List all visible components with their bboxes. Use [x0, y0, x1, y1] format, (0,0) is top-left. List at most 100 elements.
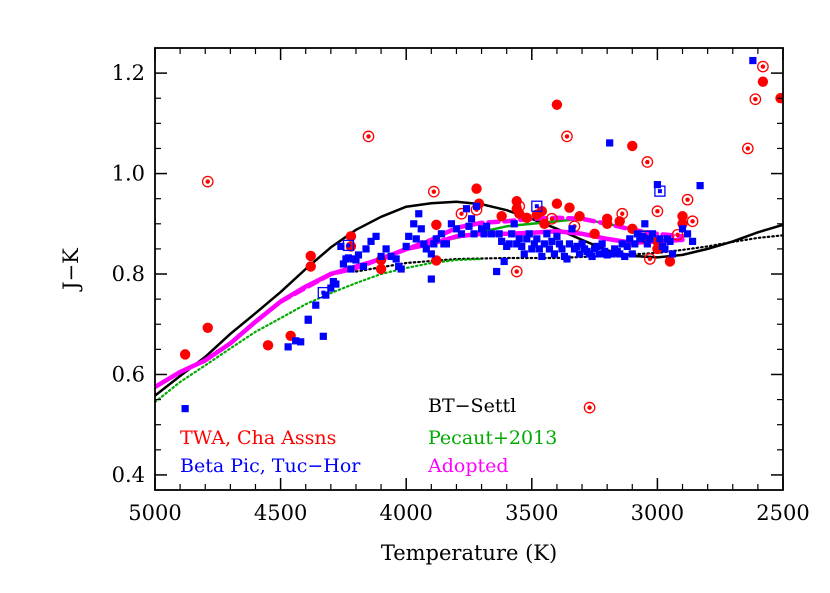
point-1-17-ring — [686, 215, 699, 228]
point-1-6 — [513, 200, 526, 213]
point-2-36 — [420, 240, 428, 248]
point-3-3-core — [642, 234, 647, 239]
point-2-125 — [666, 237, 674, 245]
point-2-49 — [465, 222, 473, 230]
series-line-0 — [155, 200, 783, 397]
point-1-16-ring — [681, 193, 694, 206]
point-2-120 — [653, 181, 661, 189]
point-2-65 — [513, 240, 521, 248]
point-2-99 — [598, 240, 606, 248]
x-tick-label-4: 3000 — [631, 501, 684, 525]
point-2-67 — [518, 242, 526, 250]
point-2-13 — [339, 260, 347, 268]
x-tick-label-3: 3500 — [505, 501, 558, 525]
point-2-24 — [377, 252, 385, 261]
point-1-1-dot — [366, 134, 371, 139]
point-2-1 — [284, 343, 292, 351]
point-2-0 — [181, 405, 189, 413]
point-2-41 — [432, 235, 440, 243]
point-3-0 — [317, 286, 329, 299]
point-2-55 — [482, 222, 491, 230]
point-1-14-dot — [655, 209, 660, 214]
point-0-11 — [431, 255, 442, 266]
point-3-4-box — [654, 185, 666, 197]
tick-labels-layer: 5000 4500 4000 3500 3000 2500 0.4 0.6 0.8 1.0 1.2 — [112, 61, 810, 525]
point-2-80 — [550, 250, 559, 258]
point-2-52 — [472, 202, 481, 210]
point-0-4 — [305, 250, 316, 262]
y-axis-title: J−K — [59, 248, 83, 292]
point-1-19-ring — [749, 93, 762, 106]
point-2-44 — [442, 240, 450, 248]
point-2-9 — [327, 284, 335, 292]
point-0-10 — [431, 219, 442, 230]
point-2-30 — [402, 242, 410, 250]
point-3-2-box — [531, 200, 543, 212]
legend-pecaut: Pecaut+2013 — [428, 427, 557, 449]
point-2-86 — [565, 240, 574, 248]
point-2-5 — [304, 315, 312, 323]
point-2-34 — [415, 210, 423, 218]
point-2-7 — [319, 332, 327, 340]
point-1-7 — [546, 212, 558, 225]
point-3-1-core — [346, 243, 351, 248]
point-2-22 — [367, 237, 375, 245]
point-1-14-ring — [651, 205, 664, 218]
point-2-91 — [578, 240, 586, 248]
point-2-51 — [470, 230, 478, 238]
point-2-75 — [538, 252, 546, 261]
point-0-1 — [202, 322, 213, 333]
point-2-20 — [359, 262, 368, 271]
point-0-25 — [574, 211, 585, 222]
point-2-19 — [354, 251, 363, 259]
point-0-9 — [375, 263, 387, 275]
point-0-30 — [627, 140, 638, 152]
point-2-35 — [417, 225, 425, 233]
point-2-90 — [575, 250, 584, 258]
y-tick-label-0: 0.4 — [112, 463, 145, 487]
point-1-2 — [427, 185, 440, 198]
point-1-2-ring — [427, 185, 440, 198]
point-2-46 — [452, 225, 461, 233]
point-0-6 — [345, 231, 357, 242]
point-1-19 — [749, 93, 762, 106]
legend-betapic-tuchor: Beta Pic, Tuc−Hor — [180, 455, 361, 477]
point-2-87 — [568, 225, 576, 233]
point-2-60 — [500, 257, 508, 266]
point-2-131 — [749, 56, 757, 65]
y-tick-label-1: 0.6 — [112, 362, 145, 386]
point-0-21 — [539, 218, 550, 229]
point-1-5 — [510, 265, 523, 278]
point-0-5 — [305, 261, 316, 272]
point-2-69 — [523, 235, 531, 243]
point-2-126 — [668, 250, 677, 258]
point-2-25 — [382, 245, 390, 253]
point-0-14 — [496, 211, 507, 222]
point-1-13 — [644, 253, 656, 265]
point-1-1-ring — [362, 130, 375, 143]
point-3-2-core — [534, 204, 539, 209]
point-2-95 — [588, 252, 596, 261]
point-2-32 — [410, 220, 418, 228]
series-line-5 — [278, 215, 685, 304]
point-2-115 — [638, 232, 646, 240]
point-2-116 — [641, 220, 649, 228]
point-2-66 — [515, 235, 523, 243]
point-2-12 — [337, 242, 345, 250]
point-1-16 — [681, 193, 694, 206]
point-1-10 — [583, 401, 596, 414]
point-2-40 — [430, 240, 438, 248]
point-2-27 — [392, 255, 400, 263]
point-3-3-box — [639, 230, 651, 243]
point-1-20-dot — [760, 64, 766, 69]
point-1-5-dot — [514, 269, 519, 274]
point-1-8-dot — [564, 134, 570, 139]
point-3-1-box — [342, 239, 355, 252]
point-2-29 — [397, 265, 405, 273]
point-0-35 — [664, 256, 676, 267]
point-2-16 — [347, 265, 355, 273]
point-1-20-ring — [757, 60, 769, 73]
point-2-119 — [648, 230, 656, 238]
point-2-106 — [616, 250, 624, 258]
point-1-16-dot — [685, 197, 690, 202]
